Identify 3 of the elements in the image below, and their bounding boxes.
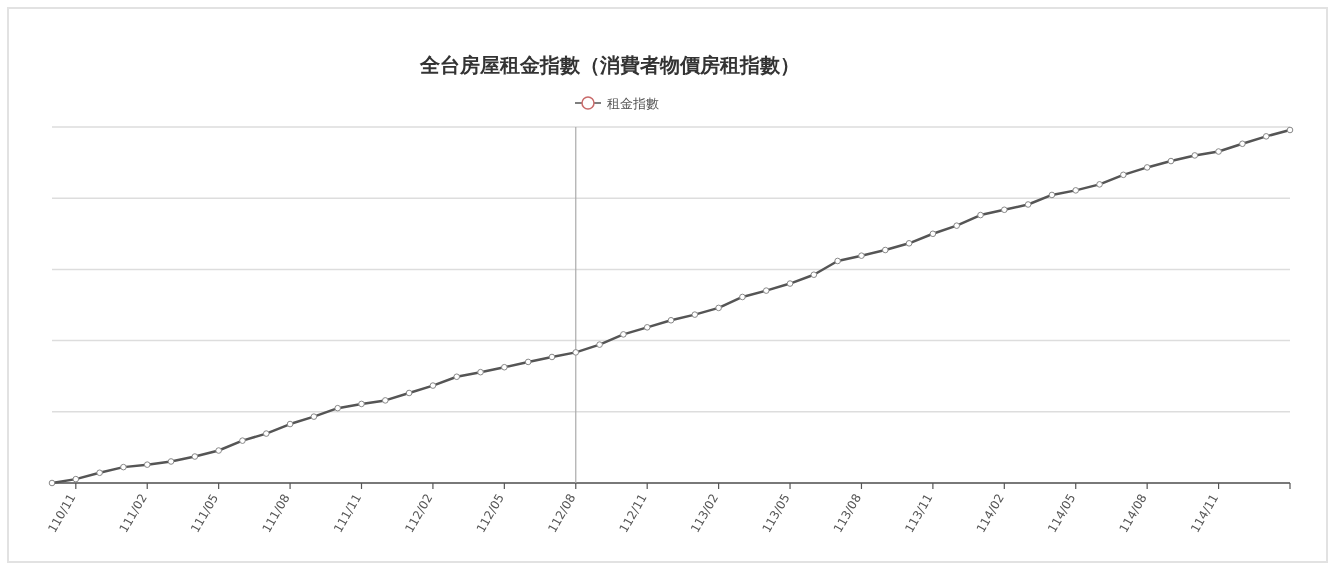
legend-label: 租金指數 <box>607 96 659 111</box>
chart-title: 全台房屋租金指數（消費者物價房租指數） <box>419 53 800 77</box>
legend: 租金指數 <box>574 96 659 111</box>
